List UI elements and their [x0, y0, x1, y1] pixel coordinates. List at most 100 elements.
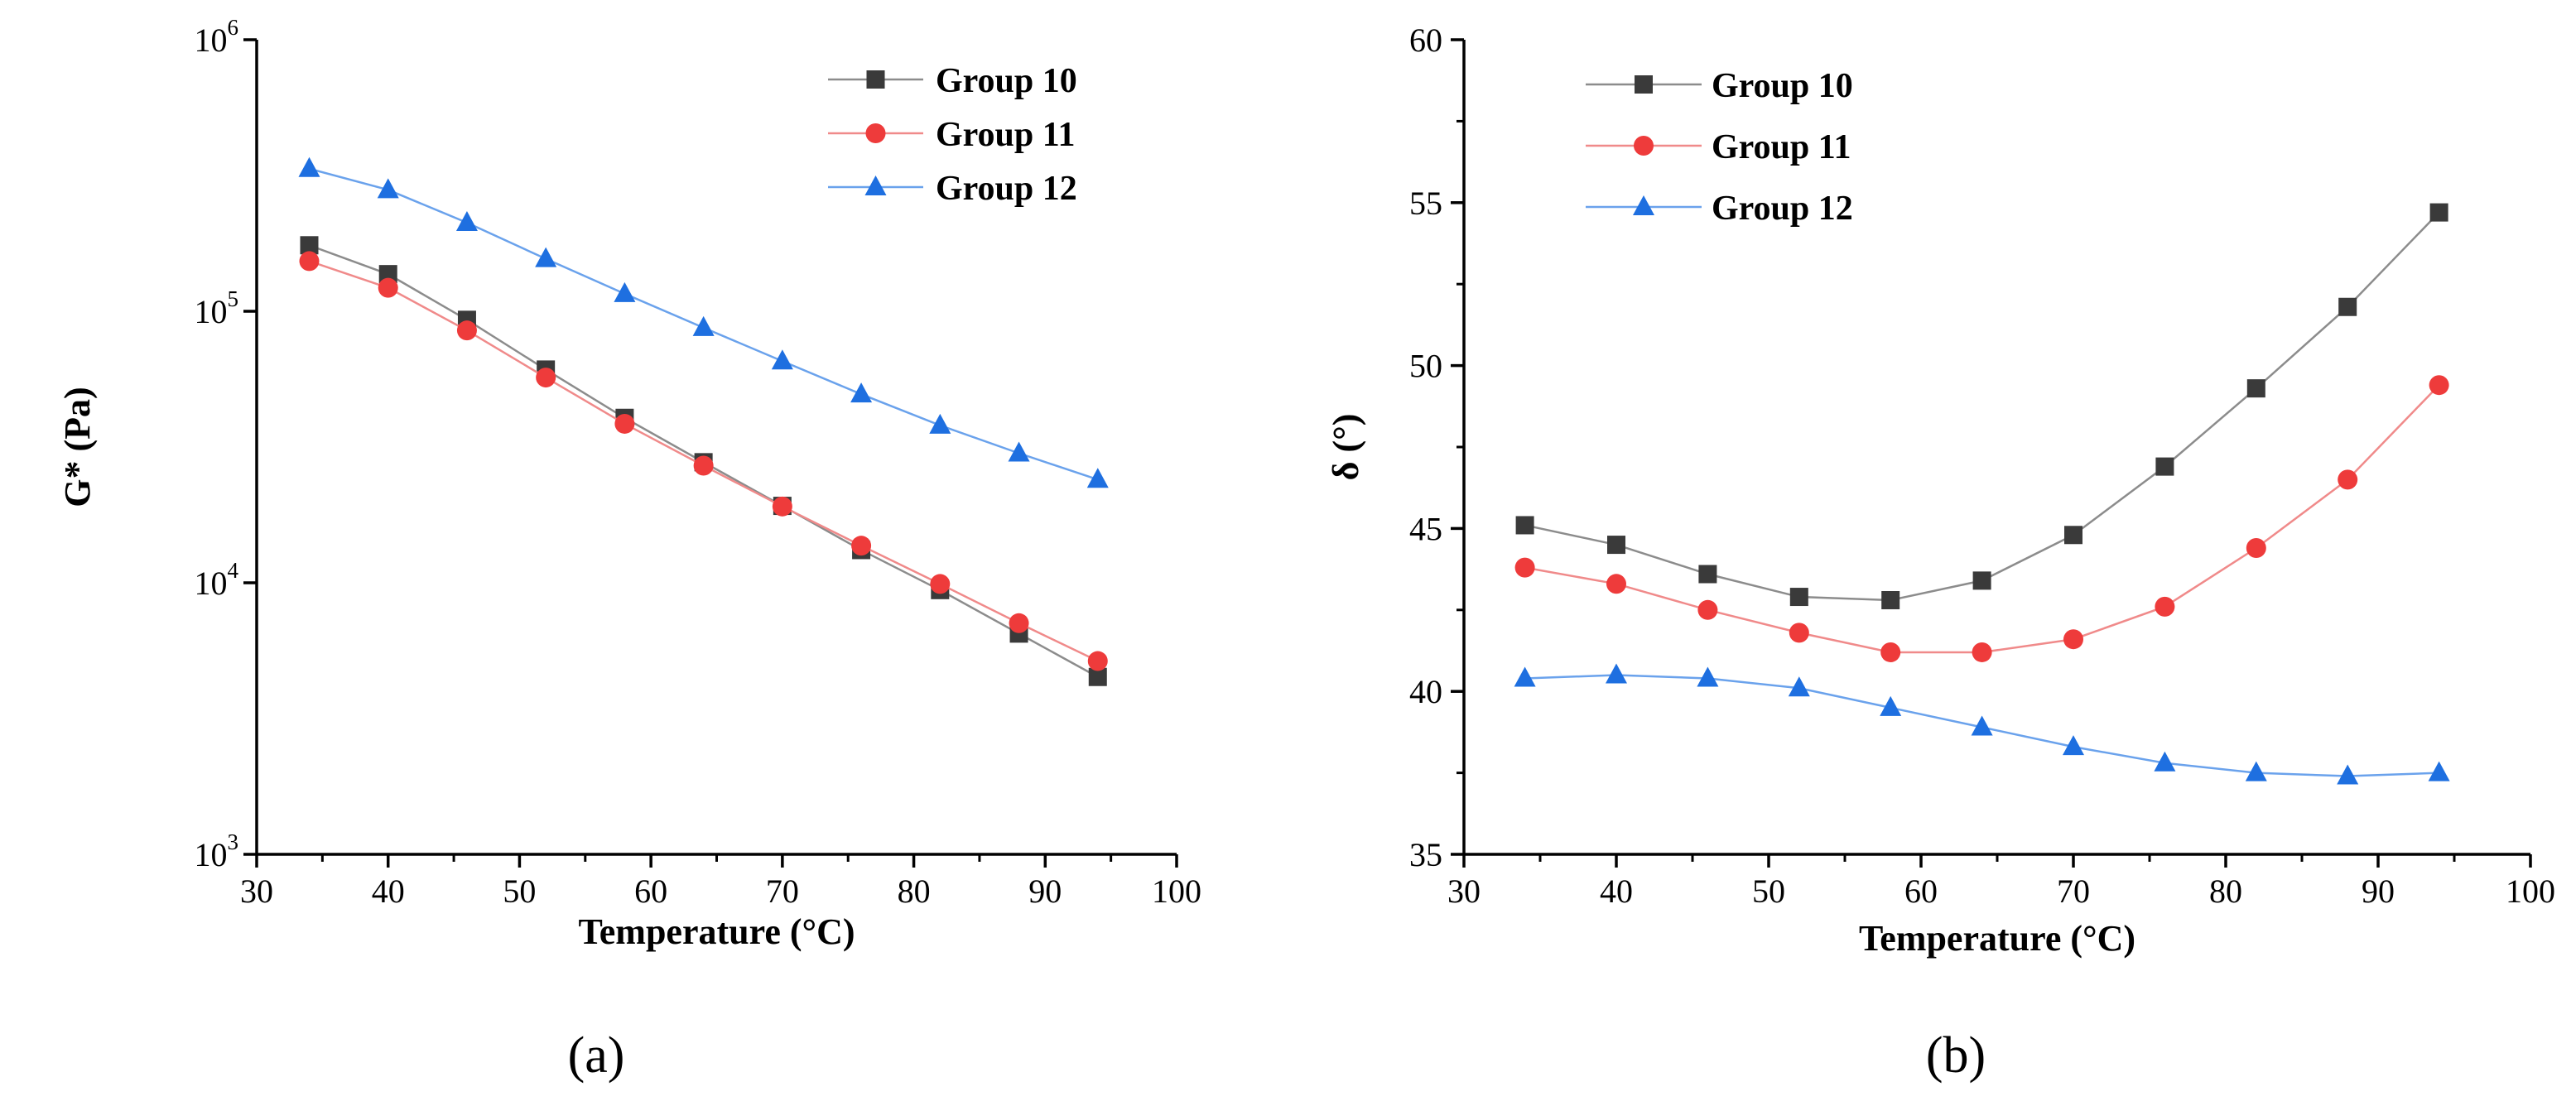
y-tick-label: 55 [1409, 185, 1442, 222]
data-point [299, 251, 320, 272]
legend-entry: Group 10 [1586, 67, 1853, 105]
legend-label: Group 10 [936, 62, 1077, 100]
data-point [2064, 526, 2082, 545]
data-point [298, 156, 320, 177]
x-tick-label: 80 [898, 873, 931, 910]
y-tick-label: 45 [1409, 510, 1442, 547]
legend-marker [1634, 136, 1654, 156]
data-point [1514, 666, 1536, 687]
data-point [1972, 571, 1991, 590]
data-point [692, 315, 715, 336]
data-point [693, 455, 714, 476]
data-point [851, 536, 872, 556]
data-point [1698, 565, 1717, 584]
data-point [850, 382, 873, 403]
x-tick-label: 40 [372, 873, 405, 910]
legend-label: Group 12 [936, 170, 1077, 208]
y-tick-label: 105 [195, 286, 239, 330]
data-point [2154, 751, 2176, 772]
data-point [377, 178, 399, 199]
data-point [2246, 538, 2266, 559]
data-point [1607, 536, 1625, 555]
data-point [1087, 651, 1108, 671]
data-point [614, 281, 636, 302]
data-point [1088, 667, 1107, 686]
data-point [2246, 379, 2265, 398]
data-point [378, 277, 398, 298]
x-tick-label: 30 [1447, 873, 1481, 910]
x-tick-label: 40 [1600, 873, 1633, 910]
legend-marker [866, 70, 885, 89]
legend-entry: Group 12 [828, 170, 1077, 208]
data-point [1789, 588, 1808, 607]
legend-entry: Group 12 [1586, 190, 1853, 228]
data-point [2063, 735, 2084, 756]
data-point [2429, 375, 2449, 396]
data-point [1514, 557, 1535, 578]
data-point [1880, 695, 1902, 716]
y-axis-label: G* (Pa) [57, 387, 98, 507]
x-tick-label: 50 [503, 873, 536, 910]
x-tick-label: 80 [2209, 873, 2242, 910]
data-point [930, 574, 951, 594]
x-tick-label: 90 [2362, 873, 2395, 910]
legend-entry: Group 11 [1586, 128, 1851, 166]
data-point [2245, 761, 2267, 781]
data-point [1972, 642, 1992, 662]
x-tick-label: 70 [766, 873, 799, 910]
data-point [2155, 457, 2174, 476]
legend-label: Group 11 [936, 116, 1075, 154]
legend-marker [1635, 75, 1653, 94]
data-point [1606, 574, 1626, 594]
data-point [1789, 623, 1809, 643]
x-tick-label: 90 [1028, 873, 1062, 910]
panel-label: (a) [568, 1027, 625, 1084]
data-point [929, 413, 951, 434]
data-point [1697, 666, 1719, 687]
data-point [2155, 596, 2175, 617]
legend-marker [1633, 195, 1654, 215]
x-tick-label: 60 [634, 873, 667, 910]
y-tick-label: 60 [1409, 22, 1442, 59]
data-point [614, 413, 635, 434]
data-point [2338, 469, 2358, 490]
legend-marker [865, 123, 886, 143]
data-point [2337, 764, 2359, 785]
chart-panel-a: 30 40 50 60 70 80 90 100 103 104 105 106 Temperature… [57, 15, 1201, 1084]
data-point [1606, 663, 1627, 684]
series-group-10 [1515, 203, 2448, 609]
legend-label: Group 11 [1712, 128, 1851, 166]
x-tick-label: 60 [1904, 873, 1938, 910]
data-point [2428, 761, 2450, 781]
y-tick-label: 106 [195, 15, 239, 59]
data-point [536, 368, 556, 388]
series-group-12 [298, 156, 1109, 488]
panel-label: (b) [1926, 1027, 1986, 1084]
series-group-11 [299, 251, 1108, 671]
y-tick-label: 40 [1409, 673, 1442, 710]
x-axis-label: Temperature (°C) [578, 911, 855, 952]
data-point [2063, 629, 2083, 650]
x-tick-label: 100 [2506, 873, 2555, 910]
x-tick-label: 50 [1752, 873, 1785, 910]
data-point [1697, 599, 1718, 620]
series-group-11 [1514, 375, 2449, 662]
legend-entry: Group 10 [828, 62, 1077, 100]
series-line [1524, 211, 2440, 602]
data-point [1971, 715, 1993, 736]
data-point [1008, 441, 1030, 462]
data-point [771, 349, 793, 370]
y-tick-label: 104 [195, 558, 239, 602]
legend-entry: Group 11 [828, 116, 1075, 154]
legend-label: Group 12 [1712, 190, 1853, 228]
series-group-12 [1514, 663, 2450, 785]
chart-panel-b: 30 40 50 60 70 80 90 100 35 40 45 50 55 60 Temperature… [1326, 22, 2555, 1084]
y-axis-label: δ (°) [1326, 414, 1366, 481]
data-point [1009, 613, 1029, 633]
x-tick-label: 100 [1152, 873, 1201, 910]
data-point [456, 320, 477, 341]
data-point [1881, 590, 1900, 609]
data-point [2429, 203, 2448, 222]
x-tick-label: 30 [240, 873, 273, 910]
data-point [455, 210, 478, 231]
